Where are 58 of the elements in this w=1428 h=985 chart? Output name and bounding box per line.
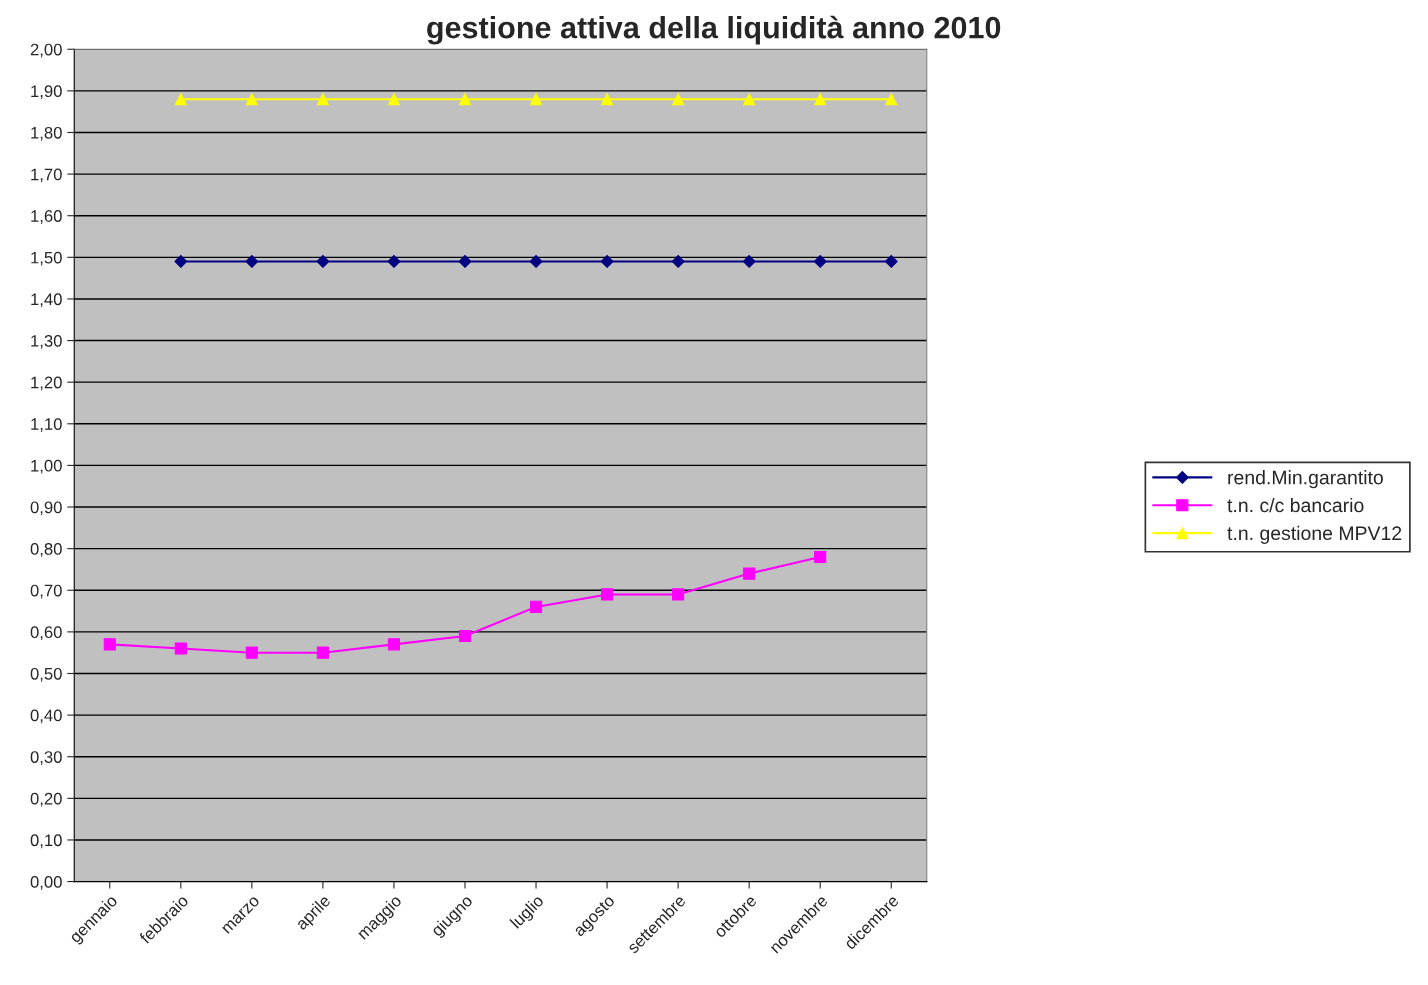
point bbox=[742, 255, 756, 268]
y-tick-label: 2,00 bbox=[30, 43, 62, 58]
point bbox=[672, 93, 685, 106]
point bbox=[458, 255, 472, 268]
point bbox=[458, 93, 472, 106]
y-tick-label: 0,10 bbox=[30, 834, 62, 849]
point bbox=[529, 93, 543, 106]
point bbox=[174, 642, 187, 655]
y-tick-label: 1,90 bbox=[31, 85, 62, 100]
y-tick-label: 0,30 bbox=[30, 751, 62, 765]
y-tick-label: 0,50 bbox=[30, 667, 62, 682]
y-tick-label: 0,00 bbox=[30, 875, 62, 890]
point bbox=[671, 255, 685, 268]
y-tick-label: 0,70 bbox=[30, 584, 62, 599]
point bbox=[600, 255, 614, 268]
y-tick-label: 1,50 bbox=[31, 251, 62, 266]
point bbox=[814, 93, 827, 106]
point bbox=[316, 255, 330, 268]
y-tick-label: 1,00 bbox=[31, 459, 62, 474]
y-tick-label: 0,90 bbox=[30, 501, 62, 516]
point bbox=[245, 93, 258, 106]
point bbox=[387, 638, 401, 651]
point bbox=[103, 638, 116, 651]
point bbox=[601, 93, 614, 106]
point bbox=[814, 550, 827, 564]
point bbox=[529, 255, 543, 268]
point bbox=[245, 646, 258, 659]
y-tick-label: 0,60 bbox=[30, 626, 62, 641]
point bbox=[316, 93, 329, 106]
point bbox=[601, 588, 614, 601]
point bbox=[743, 567, 756, 580]
y-tick-label: 1,80 bbox=[31, 126, 62, 141]
point bbox=[174, 255, 188, 268]
y-tick-label: 1,60 bbox=[31, 210, 62, 224]
chart-title: gestione attiva della liquidità anno 2010 bbox=[427, 15, 1001, 45]
point bbox=[458, 629, 472, 643]
y-tick-label: 0,20 bbox=[30, 792, 62, 807]
y-tick-label: 1,40 bbox=[31, 293, 62, 308]
point bbox=[529, 600, 543, 613]
point bbox=[387, 93, 401, 106]
point bbox=[884, 255, 898, 268]
point bbox=[174, 93, 187, 106]
legend-label: t.n. c/c bancario bbox=[1227, 497, 1364, 513]
y-tick-label: 1,30 bbox=[31, 334, 62, 349]
point bbox=[245, 255, 259, 268]
y-tick-label: 1,70 bbox=[31, 168, 62, 183]
point bbox=[672, 588, 685, 601]
y-tick-label: 1,10 bbox=[31, 418, 62, 432]
point bbox=[316, 646, 329, 659]
y-tick-label: 0,80 bbox=[30, 543, 62, 557]
point bbox=[387, 255, 401, 268]
y-tick-label: 1,20 bbox=[31, 376, 62, 391]
point bbox=[885, 93, 898, 106]
point bbox=[813, 255, 827, 268]
point bbox=[743, 93, 756, 106]
legend-label: t.n. gestione MPV12 bbox=[1227, 525, 1402, 544]
legend-label: rend.Min.garantito bbox=[1228, 470, 1383, 489]
y-tick-label: 0,40 bbox=[30, 709, 62, 724]
